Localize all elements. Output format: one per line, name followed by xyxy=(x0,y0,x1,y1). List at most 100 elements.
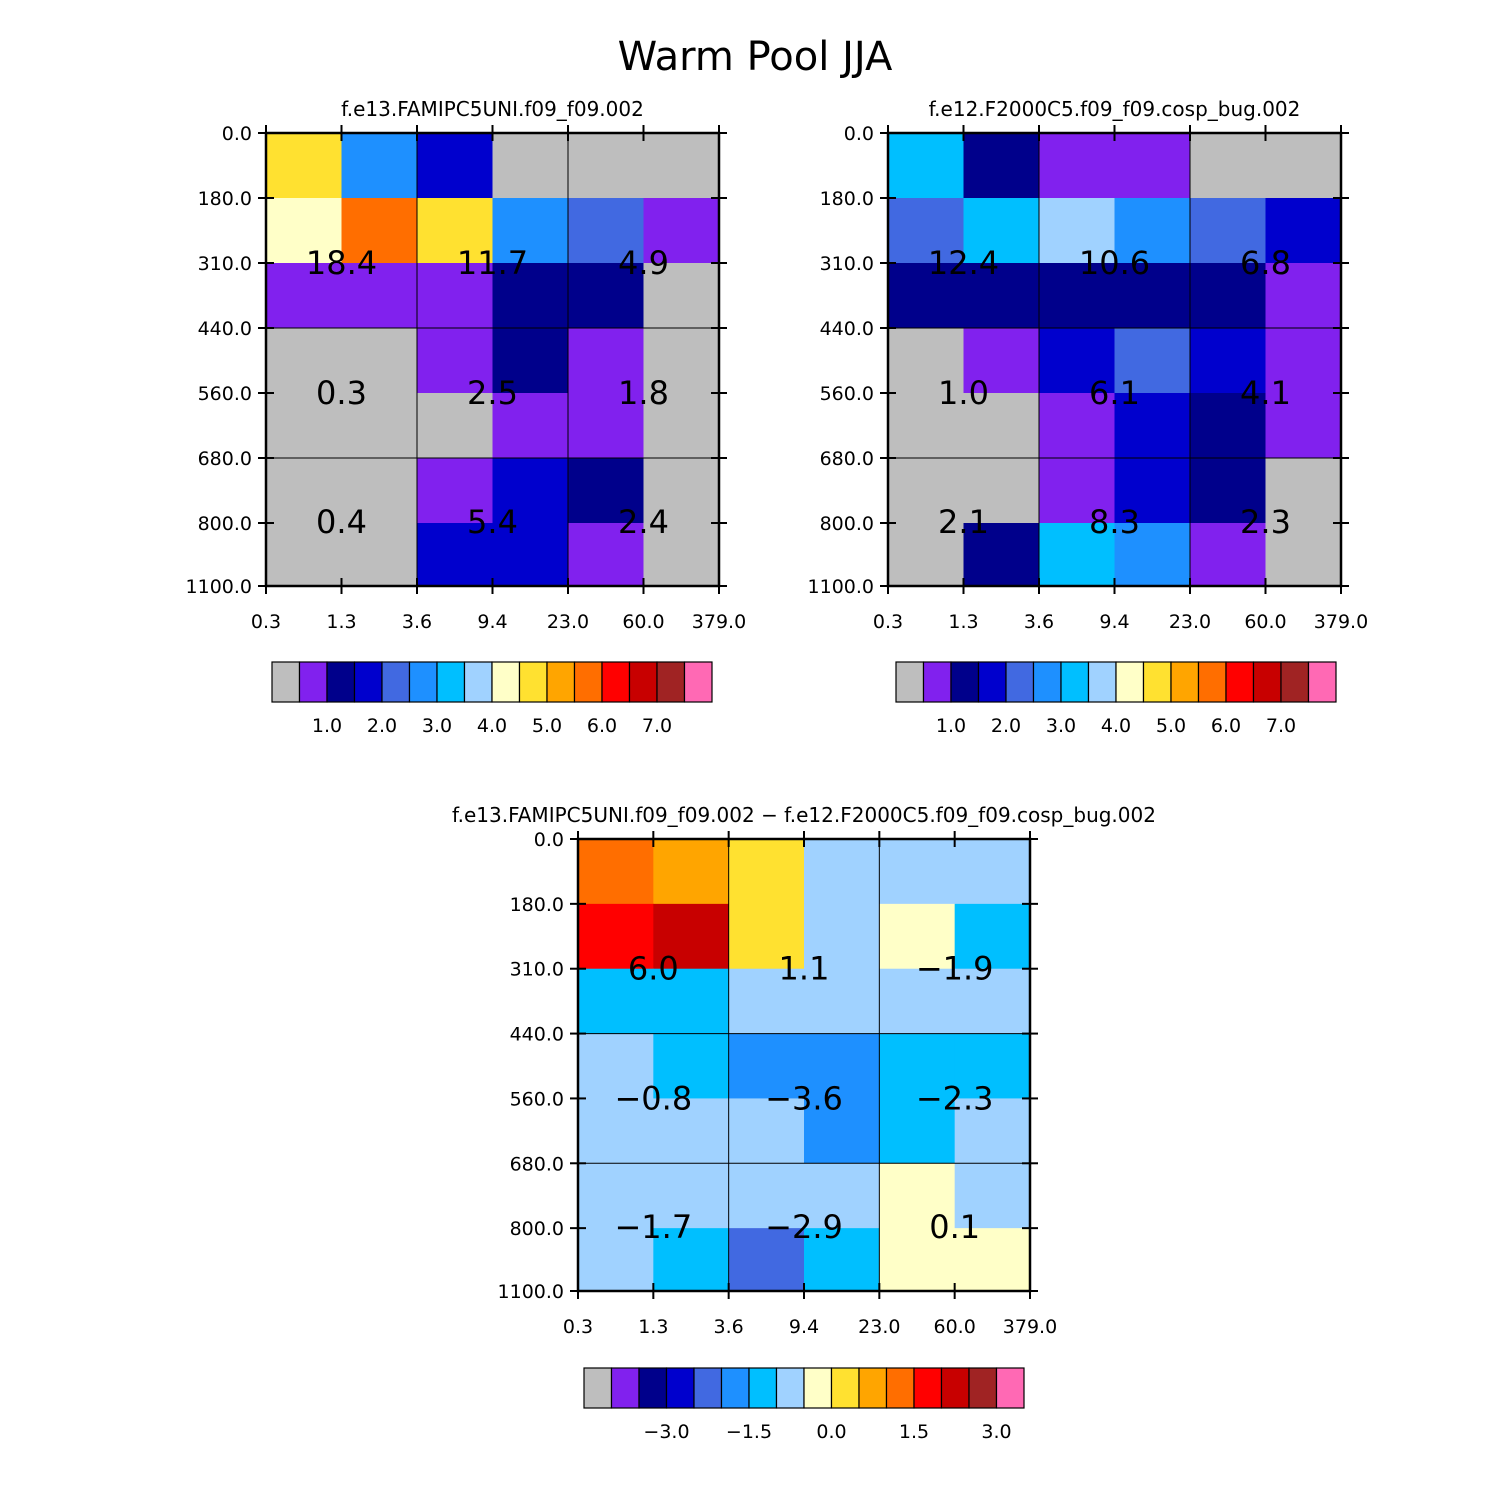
y-tick-label: 560.0 xyxy=(510,1088,564,1110)
y-tick-label: 1100.0 xyxy=(186,576,252,598)
heatmap-cell xyxy=(492,198,569,264)
heatmap-cell xyxy=(266,458,343,524)
y-tick-label: 680.0 xyxy=(198,448,252,470)
heatmap-cell xyxy=(417,523,494,587)
x-tick-label: 0.3 xyxy=(563,1316,593,1338)
heatmap-cell xyxy=(888,263,965,329)
x-tick-label: 379.0 xyxy=(1314,611,1368,633)
x-tick-label: 23.0 xyxy=(1169,611,1211,633)
heatmap-cell xyxy=(1265,393,1342,459)
block-value-label: −2.9 xyxy=(765,1208,843,1246)
heatmap-cell xyxy=(954,968,1031,1035)
colorbar-label: 4.0 xyxy=(1101,715,1131,737)
heatmap-cell xyxy=(728,1228,805,1292)
colorbar-box xyxy=(1087,661,1117,703)
colorbar-label: −1.5 xyxy=(726,1421,772,1443)
y-tick-label: 800.0 xyxy=(198,513,252,535)
heatmap-cell xyxy=(804,1033,880,1100)
heatmap-cell xyxy=(492,133,569,199)
heatmap-cell xyxy=(643,198,720,264)
x-tick-label: 379.0 xyxy=(692,611,746,633)
x-tick-label: 60.0 xyxy=(622,611,664,633)
colorbar-label: 2.0 xyxy=(991,715,1021,737)
block-value-label: 1.1 xyxy=(779,950,830,988)
block-value-label: 2.3 xyxy=(1240,503,1291,541)
block-value-label: −1.7 xyxy=(614,1208,692,1246)
heatmap-cell xyxy=(888,328,965,394)
block-value-label: 8.3 xyxy=(1089,503,1140,541)
x-tick-label: 3.6 xyxy=(1024,611,1054,633)
heatmap-cell xyxy=(492,523,569,587)
block-value-label: −3.6 xyxy=(765,1079,843,1117)
heatmap-cell xyxy=(1039,133,1116,199)
colorbar-box xyxy=(628,661,658,703)
colorbar-box xyxy=(436,661,466,703)
colorbar-label: 1.0 xyxy=(312,715,342,737)
colorbar-box xyxy=(683,661,713,703)
y-tick-label: 440.0 xyxy=(510,1024,564,1046)
heatmap-cell xyxy=(341,523,418,587)
heatmap-cell xyxy=(492,458,569,524)
heatmap-cell xyxy=(1190,458,1267,524)
block-value-label: −0.8 xyxy=(614,1079,692,1117)
colorbar-label: 3.0 xyxy=(422,715,452,737)
x-tick-label: 0.3 xyxy=(251,611,281,633)
heatmap-cell xyxy=(804,839,880,905)
heatmap-cell xyxy=(568,133,645,199)
colorbar-box xyxy=(1005,661,1035,703)
heatmap-cell xyxy=(1265,198,1342,264)
block-value-label: −1.9 xyxy=(916,950,994,988)
heatmap-cell xyxy=(341,458,418,524)
heatmap-cell xyxy=(417,133,494,199)
block-value-label: 5.4 xyxy=(467,503,518,541)
block-value-label: 4.1 xyxy=(1240,374,1291,412)
block-value-label: 10.6 xyxy=(1079,244,1150,282)
block-value-label: 2.1 xyxy=(938,503,989,541)
x-tick-label: 1.3 xyxy=(326,611,356,633)
colorbar-box xyxy=(1115,661,1145,703)
colorbar-box xyxy=(1142,661,1172,703)
colorbar-label: 4.0 xyxy=(477,715,507,737)
block-value-label: 11.7 xyxy=(457,244,528,282)
block-value-label: 0.3 xyxy=(316,374,367,412)
x-tick-label: 9.4 xyxy=(477,611,507,633)
x-tick-label: 9.4 xyxy=(789,1316,819,1338)
colorbar-box xyxy=(968,1367,998,1409)
block-value-label: −2.3 xyxy=(916,1079,994,1117)
heatmap-cell xyxy=(963,393,1040,459)
colorbar-box xyxy=(1307,661,1337,703)
colorbar-box xyxy=(858,1367,888,1409)
heatmap-cell xyxy=(578,1228,654,1292)
heatmap-cell xyxy=(1265,328,1342,394)
heatmap-cell xyxy=(266,198,343,264)
colorbar-label: 0.0 xyxy=(816,1421,846,1443)
colorbar-box xyxy=(913,1367,943,1409)
colorbar-box xyxy=(775,1367,805,1409)
heatmap-cell xyxy=(1039,198,1116,264)
block-value-label: 0.4 xyxy=(316,503,367,541)
y-tick-label: 800.0 xyxy=(510,1218,564,1240)
heatmap-cell xyxy=(492,393,569,459)
block-value-label: 1.8 xyxy=(618,374,669,412)
heatmap-cell xyxy=(266,263,343,329)
y-tick-label: 440.0 xyxy=(820,318,874,340)
heatmap-cell xyxy=(1039,523,1116,587)
heatmap-cell xyxy=(1265,263,1342,329)
figure-title: Warm Pool JJA xyxy=(618,34,893,80)
heatmap-cell xyxy=(653,1098,730,1164)
x-tick-label: 1.3 xyxy=(638,1316,668,1338)
heatmap-cell xyxy=(417,393,494,459)
heatmap-cell xyxy=(1114,198,1191,264)
heatmap-cell xyxy=(954,1163,1031,1229)
heatmap-cell xyxy=(417,263,494,329)
heatmap-cell xyxy=(266,393,343,459)
colorbar-label: 5.0 xyxy=(532,715,562,737)
colorbar-box xyxy=(1060,661,1090,703)
heatmap-cell xyxy=(568,458,645,524)
heatmap-cell xyxy=(341,393,418,459)
block-value-label: 12.4 xyxy=(928,244,999,282)
y-tick-label: 800.0 xyxy=(820,513,874,535)
y-tick-label: 180.0 xyxy=(198,188,252,210)
heatmap-cell xyxy=(879,839,956,905)
heatmap-cell xyxy=(954,1033,1031,1100)
